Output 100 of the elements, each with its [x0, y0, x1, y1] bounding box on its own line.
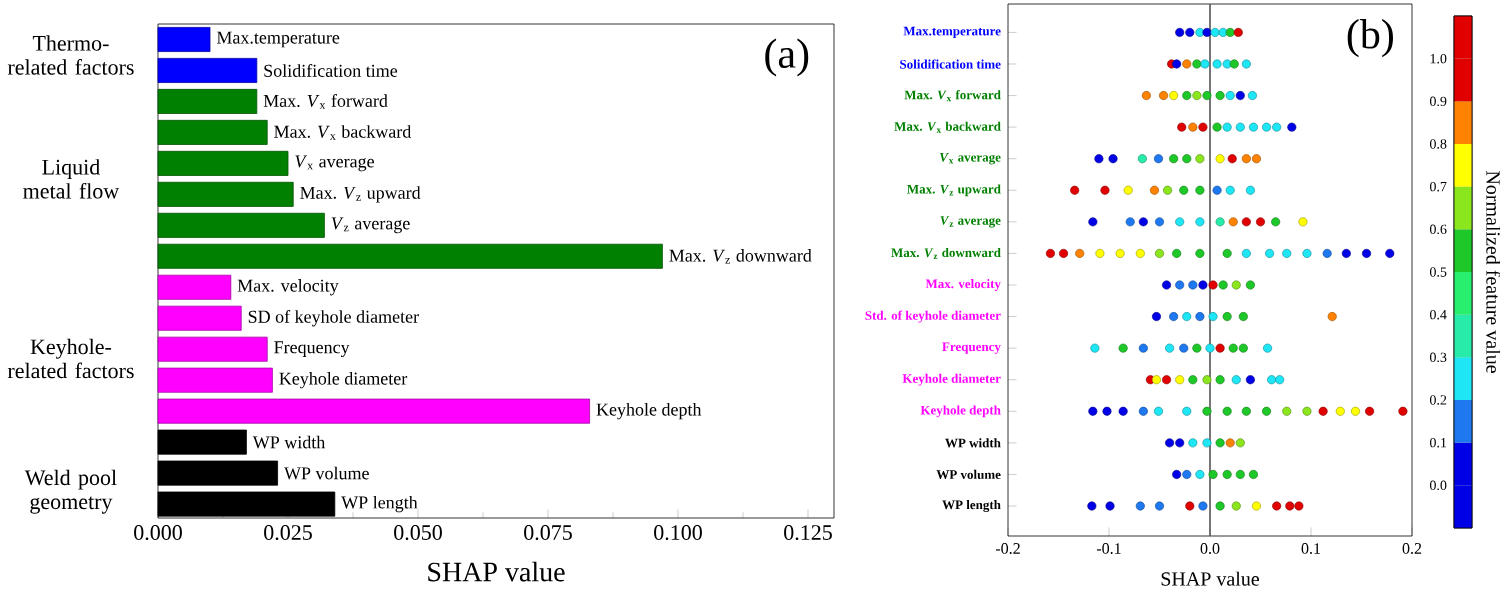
point — [1195, 469, 1205, 479]
point — [1238, 312, 1248, 322]
point — [1172, 469, 1182, 479]
point — [1195, 312, 1205, 322]
point — [1175, 438, 1185, 448]
y-tick-label: Max. V$_{x}$ forward — [263, 94, 388, 109]
bar — [157, 398, 590, 424]
x-tick-label: 0.100 — [654, 525, 702, 541]
point — [1075, 248, 1085, 258]
point — [1172, 248, 1182, 258]
point — [1229, 59, 1239, 69]
point — [1162, 280, 1172, 290]
text: Thermo-related factors — [7, 35, 134, 75]
color-bar-title: Normalized feature value — [1486, 170, 1500, 373]
y-tick-label: V$_{x}$ average — [295, 155, 374, 172]
text: Liquid metal flow — [23, 159, 120, 199]
point — [1192, 343, 1202, 353]
point — [1151, 312, 1161, 322]
point — [1153, 154, 1163, 164]
point — [1245, 280, 1255, 290]
point — [1182, 59, 1192, 69]
annotation: (a) — [765, 38, 809, 77]
x-tick-label: 0.2 — [1402, 543, 1422, 554]
point — [1138, 406, 1148, 416]
point — [1087, 501, 1097, 511]
point — [1155, 501, 1164, 511]
point — [1228, 217, 1238, 227]
point — [1235, 469, 1245, 479]
point — [1153, 406, 1163, 416]
bar — [157, 336, 268, 362]
bar — [157, 367, 273, 393]
y-tick-label: WP volume — [284, 466, 369, 480]
point — [1225, 438, 1235, 448]
point — [1215, 501, 1225, 511]
point — [1165, 438, 1175, 448]
point — [1251, 154, 1261, 164]
point — [1215, 375, 1225, 385]
bar — [157, 150, 289, 176]
x-tick-label: -0.2 — [995, 543, 1020, 554]
y-tick-label: V$_{z}$ average — [331, 217, 410, 234]
x-tick-label: 0.125 — [784, 525, 832, 541]
point — [1222, 122, 1232, 132]
point — [1222, 312, 1232, 322]
point — [1188, 438, 1198, 448]
y-tick-label: WP length — [341, 495, 418, 513]
point — [1275, 375, 1285, 385]
point — [1263, 343, 1273, 353]
y-tick-label: Max.temperature — [216, 31, 340, 48]
point — [1155, 217, 1164, 227]
y-tick-label: Keyhole diameter — [279, 372, 408, 389]
point — [1218, 280, 1228, 290]
point — [1175, 27, 1185, 37]
bar — [157, 27, 211, 52]
point — [1179, 185, 1189, 195]
bar — [157, 119, 268, 145]
y-tick-label: Max. V$_{z}$ upward — [300, 186, 421, 203]
point — [1182, 154, 1192, 164]
point — [1327, 312, 1337, 322]
point — [1215, 91, 1225, 101]
annotation: (b) — [1347, 19, 1393, 58]
bar — [157, 212, 325, 238]
bar — [157, 88, 258, 114]
point — [1302, 406, 1312, 416]
point — [1385, 248, 1395, 258]
y-tick-label: SD of keyhole diameter — [248, 309, 419, 327]
x-axis-title: SHAP value — [428, 561, 565, 582]
point — [1108, 154, 1118, 164]
text: Keyhole-related factors — [7, 338, 134, 379]
point — [1088, 406, 1098, 416]
point — [1175, 217, 1185, 227]
y-tick-label: Frequency — [274, 341, 350, 358]
point — [1202, 406, 1212, 416]
point — [1141, 91, 1151, 101]
x-tick-label: 0.050 — [394, 525, 442, 541]
bar — [157, 243, 663, 269]
point — [1210, 27, 1220, 37]
point — [1159, 91, 1169, 101]
x-tick-label: 0.025 — [264, 525, 312, 541]
y-tick-label: Keyhole depth — [596, 402, 702, 420]
point — [1102, 406, 1112, 416]
y-tick-label: WP width — [252, 435, 326, 449]
point — [1241, 248, 1251, 258]
bar — [157, 57, 258, 83]
point — [1149, 185, 1159, 195]
x-tick-label: 0.075 — [524, 525, 572, 541]
point — [1208, 312, 1218, 322]
point — [1188, 122, 1198, 132]
x-tick-label: -0.1 — [1096, 543, 1121, 554]
point — [1241, 154, 1251, 164]
x-tick-label: 0.0 — [1200, 543, 1220, 554]
point — [1225, 27, 1235, 37]
point — [1222, 406, 1232, 416]
y-tick-label: Max. velocity — [237, 279, 339, 296]
y-tick-label: Max. V$_{x}$ backward — [274, 125, 412, 140]
bar — [157, 181, 294, 207]
bar — [157, 274, 232, 300]
x-tick-label: 0.1 — [1301, 543, 1321, 554]
x-tick-label: 0.000 — [134, 525, 182, 541]
y-tick-label: Solidification time — [264, 64, 398, 77]
y-tick-label: Max. V$_{z}$ downward — [669, 249, 812, 264]
